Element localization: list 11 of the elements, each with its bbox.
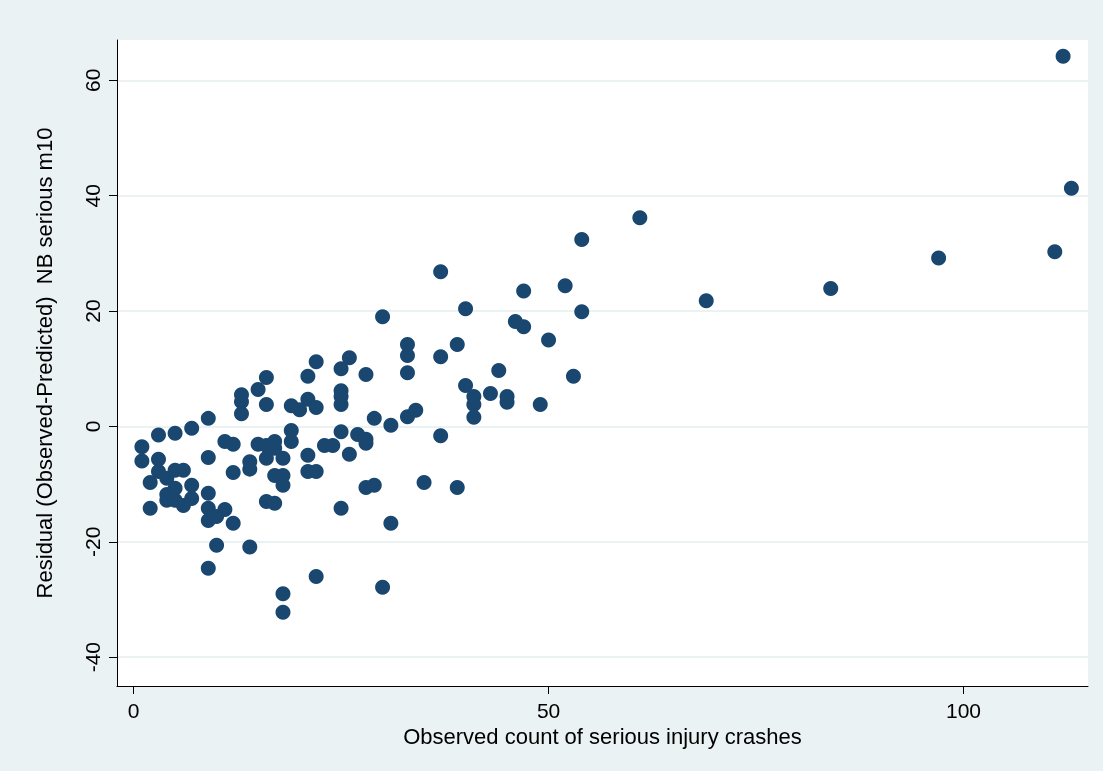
- y-tick-label: 60: [81, 68, 104, 93]
- y-tick-label: 0: [81, 420, 104, 433]
- y-axis-title: Residual (Observed-Predicted) NB serious m10: [31, 127, 57, 599]
- y-tick-label: 40: [81, 184, 104, 208]
- x-tick-label: 100: [945, 699, 982, 722]
- y-tick-label: 20: [81, 299, 104, 323]
- y-tick-label: -20: [81, 526, 104, 557]
- x-tick-label: 0: [127, 699, 140, 722]
- y-tick-label: -40: [81, 641, 104, 673]
- x-axis-title: Observed count of serious injury crashes: [403, 724, 802, 750]
- x-tick-label: 50: [536, 699, 561, 722]
